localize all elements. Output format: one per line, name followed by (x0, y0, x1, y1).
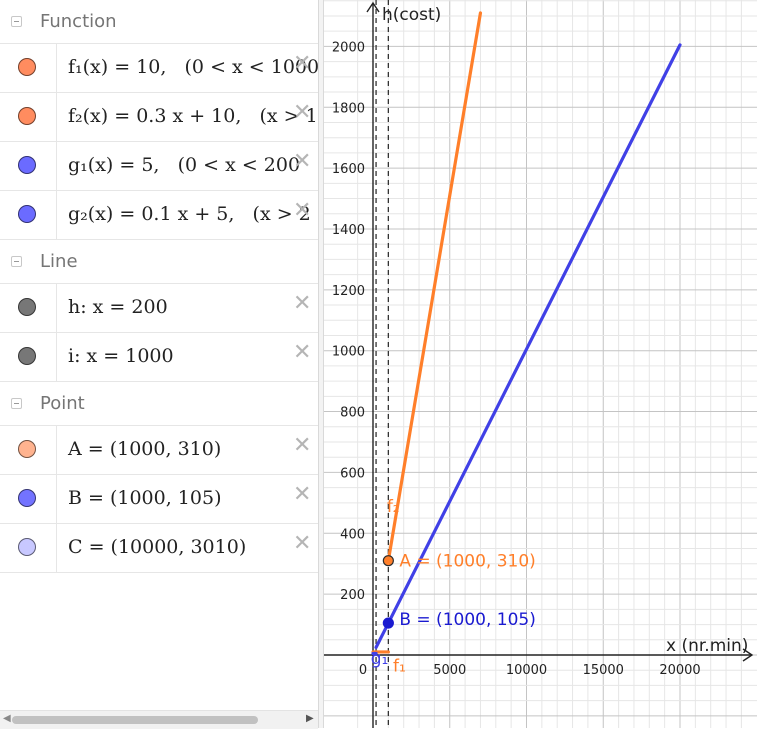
visibility-toggle-icon[interactable] (18, 440, 36, 458)
category-point[interactable]: Point (0, 382, 318, 426)
visibility-toggle-icon[interactable] (18, 538, 36, 556)
delete-icon[interactable]: ✕ (293, 51, 312, 76)
algebra-row[interactable]: h: x = 200 ✕ (0, 284, 318, 333)
x-tick-label: 10000 (506, 663, 547, 678)
series-line[interactable] (386, 11, 483, 563)
x-axis-label: x (nr.min) (666, 636, 748, 656)
delete-icon[interactable]: ✕ (293, 482, 312, 507)
collapse-icon[interactable] (11, 16, 22, 27)
y-tick-label: 1000 (332, 345, 365, 360)
algebra-view: Function f₁(x) = 10, (0 < x < 1000 ✕ f₂(x) … (0, 0, 318, 728)
y-tick-label: 2000 (332, 40, 365, 55)
category-function[interactable]: Function (0, 0, 318, 44)
function-label-g1: g₁ (371, 649, 389, 669)
visibility-cell[interactable] (0, 142, 57, 190)
x-tick-label: 20000 (659, 663, 700, 678)
collapse-icon[interactable] (11, 256, 22, 267)
y-tick-label: 1800 (332, 101, 365, 116)
function-label-f2: f₂ (387, 497, 400, 517)
y-tick-label: 400 (340, 527, 365, 542)
x-tick-label: 15000 (583, 663, 624, 678)
delete-icon[interactable]: ✕ (293, 149, 312, 174)
y-tick-label: 1400 (332, 223, 365, 238)
series-line[interactable] (374, 43, 682, 649)
algebra-row[interactable]: i: x = 1000 ✕ (0, 333, 318, 382)
algebra-row[interactable]: f₁(x) = 10, (0 < x < 1000 ✕ (0, 44, 318, 93)
visibility-cell[interactable] (0, 524, 57, 572)
algebra-row[interactable]: f₂(x) = 0.3 x + 10, (x > 1 ✕ (0, 93, 318, 142)
algebra-row[interactable]: B = (1000, 105) ✕ (0, 475, 318, 524)
panel-divider[interactable] (318, 0, 324, 728)
visibility-cell[interactable] (0, 284, 57, 332)
visibility-toggle-icon[interactable] (18, 107, 36, 125)
point-a[interactable] (382, 555, 394, 567)
visibility-cell[interactable] (0, 475, 57, 523)
category-label: Point (40, 393, 85, 414)
scroll-right-arrow-icon[interactable]: ▶ (306, 713, 314, 724)
point-b[interactable] (382, 617, 394, 629)
definition-text[interactable]: B = (1000, 105) (68, 487, 222, 509)
definition-text[interactable]: f₂(x) = 0.3 x + 10, (x > 1 (68, 105, 318, 127)
x-axis-arrow-icon (742, 648, 754, 662)
definition-text[interactable]: i: x = 1000 (68, 345, 174, 367)
algebra-row[interactable]: g₂(x) = 0.1 x + 5, (x > 2 ✕ (0, 191, 318, 240)
graphics-canvas[interactable]: 0 5000 10000 15000 20000 200 400 600 800 1000 1200… (324, 0, 757, 728)
y-tick-label: 1600 (332, 162, 365, 177)
algebra-row[interactable]: g₁(x) = 5, (0 < x < 200 ✕ (0, 142, 318, 191)
delete-icon[interactable]: ✕ (293, 340, 312, 365)
category-line[interactable]: Line (0, 240, 318, 284)
point-a-label: A = (1000, 310) (399, 552, 535, 572)
x-tick-label: 0 (359, 663, 367, 678)
visibility-toggle-icon[interactable] (18, 347, 36, 365)
visibility-cell[interactable] (0, 44, 57, 92)
definition-text[interactable]: g₁(x) = 5, (0 < x < 200 (68, 154, 301, 176)
y-axis-arrow-icon (366, 1, 380, 13)
category-label: Line (40, 251, 78, 272)
y-axis-label: h(cost) (382, 5, 441, 25)
y-tick-label: 1200 (332, 284, 365, 299)
y-tick-label: 200 (340, 588, 365, 603)
collapse-icon[interactable] (11, 398, 22, 409)
delete-icon[interactable]: ✕ (293, 100, 312, 125)
delete-icon[interactable]: ✕ (293, 198, 312, 223)
visibility-toggle-icon[interactable] (18, 156, 36, 174)
algebra-row[interactable]: C = (10000, 3010) ✕ (0, 524, 318, 573)
visibility-toggle-icon[interactable] (18, 205, 36, 223)
visibility-cell[interactable] (0, 191, 57, 239)
algebra-row[interactable]: A = (1000, 310) ✕ (0, 426, 318, 475)
definition-text[interactable]: C = (10000, 3010) (68, 536, 247, 558)
function-label-f1: f₁ (393, 657, 406, 677)
point-b-label: B = (1000, 105) (399, 610, 535, 630)
visibility-toggle-icon[interactable] (18, 58, 36, 76)
scrollbar-thumb[interactable] (12, 716, 258, 724)
visibility-cell[interactable] (0, 333, 57, 381)
scroll-left-arrow-icon[interactable]: ◀ (3, 713, 11, 724)
visibility-toggle-icon[interactable] (18, 489, 36, 507)
visibility-cell[interactable] (0, 426, 57, 474)
delete-icon[interactable]: ✕ (293, 291, 312, 316)
definition-text[interactable]: g₂(x) = 0.1 x + 5, (x > 2 (68, 203, 311, 225)
definition-text[interactable]: A = (1000, 310) (68, 438, 222, 460)
visibility-toggle-icon[interactable] (18, 298, 36, 316)
y-tick-label: 600 (340, 466, 365, 481)
definition-text[interactable]: f₁(x) = 10, (0 < x < 1000 (68, 56, 318, 78)
algebra-horizontal-scrollbar[interactable]: ◀ ▶ (0, 710, 318, 729)
visibility-cell[interactable] (0, 93, 57, 141)
y-tick-label: 800 (340, 406, 365, 421)
x-tick-label: 5000 (433, 663, 466, 678)
definition-text[interactable]: h: x = 200 (68, 296, 168, 318)
delete-icon[interactable]: ✕ (293, 433, 312, 458)
category-label: Function (40, 11, 117, 32)
graphics-view[interactable]: 0 5000 10000 15000 20000 200 400 600 800 1000 1200… (324, 0, 757, 728)
delete-icon[interactable]: ✕ (293, 531, 312, 556)
